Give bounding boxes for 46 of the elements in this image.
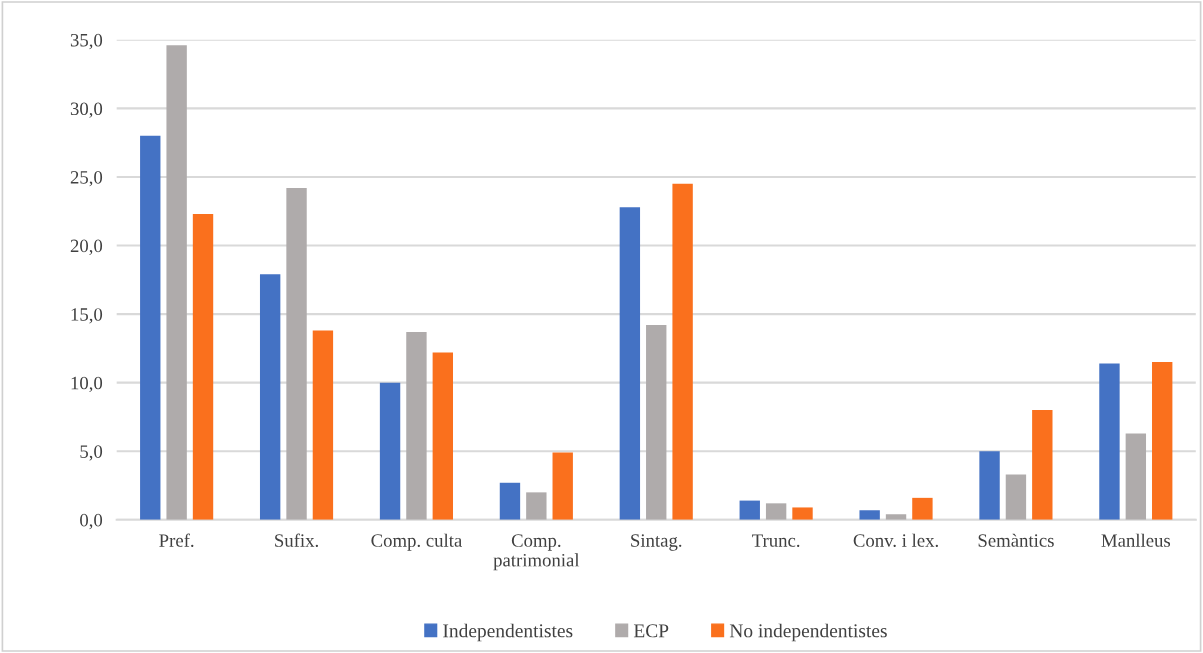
bar bbox=[1099, 363, 1120, 520]
bar bbox=[1152, 362, 1173, 520]
bar bbox=[979, 451, 1000, 520]
bar bbox=[499, 482, 521, 520]
x-tick-label: Manlleus bbox=[1101, 533, 1171, 547]
x-tick-label: Comp. culta bbox=[371, 533, 463, 551]
legend-label: ECP bbox=[633, 624, 669, 638]
bar bbox=[792, 507, 813, 520]
bar bbox=[765, 503, 787, 520]
bar bbox=[672, 183, 693, 520]
bar bbox=[406, 331, 427, 520]
y-tick-label: 0,0 bbox=[80, 513, 103, 530]
x-tick-label: Conv. i lex. bbox=[853, 533, 938, 547]
x-tick-label: Sintag. bbox=[631, 534, 682, 551]
bar bbox=[192, 213, 214, 520]
bar bbox=[859, 510, 880, 520]
legend-label: Independentistes bbox=[443, 623, 573, 642]
bar bbox=[552, 452, 573, 520]
bar bbox=[432, 352, 454, 520]
y-tick-label: 15,0 bbox=[71, 308, 103, 324]
bar bbox=[526, 492, 547, 520]
bar bbox=[619, 207, 641, 520]
bar bbox=[312, 330, 334, 520]
bar bbox=[1032, 410, 1053, 520]
bar bbox=[379, 382, 401, 520]
bar bbox=[259, 274, 281, 520]
bar bbox=[140, 135, 161, 520]
bar bbox=[1005, 474, 1027, 520]
x-tick-label: Semàntics bbox=[978, 533, 1054, 547]
bar bbox=[166, 45, 187, 520]
x-tick-label: Sufix. bbox=[275, 533, 318, 547]
x-tick-label: Trunc. bbox=[752, 534, 800, 547]
bar bbox=[1125, 433, 1147, 520]
legend-label: No independentistes bbox=[729, 623, 887, 642]
y-tick-label: 35,0 bbox=[70, 33, 103, 50]
y-tick-label: 10,0 bbox=[71, 376, 103, 393]
y-tick-label: 30,0 bbox=[70, 102, 103, 118]
x-tick-label: Comp. patrimonial bbox=[493, 534, 580, 571]
y-tick-label: 5,0 bbox=[80, 445, 103, 461]
bar bbox=[739, 500, 760, 520]
bar bbox=[912, 497, 933, 520]
bar bbox=[286, 187, 307, 520]
y-tick-label: 20,0 bbox=[70, 239, 103, 255]
bar bbox=[646, 325, 667, 520]
y-tick-label: 25,0 bbox=[70, 171, 103, 187]
x-tick-label: Pref. bbox=[159, 533, 194, 547]
